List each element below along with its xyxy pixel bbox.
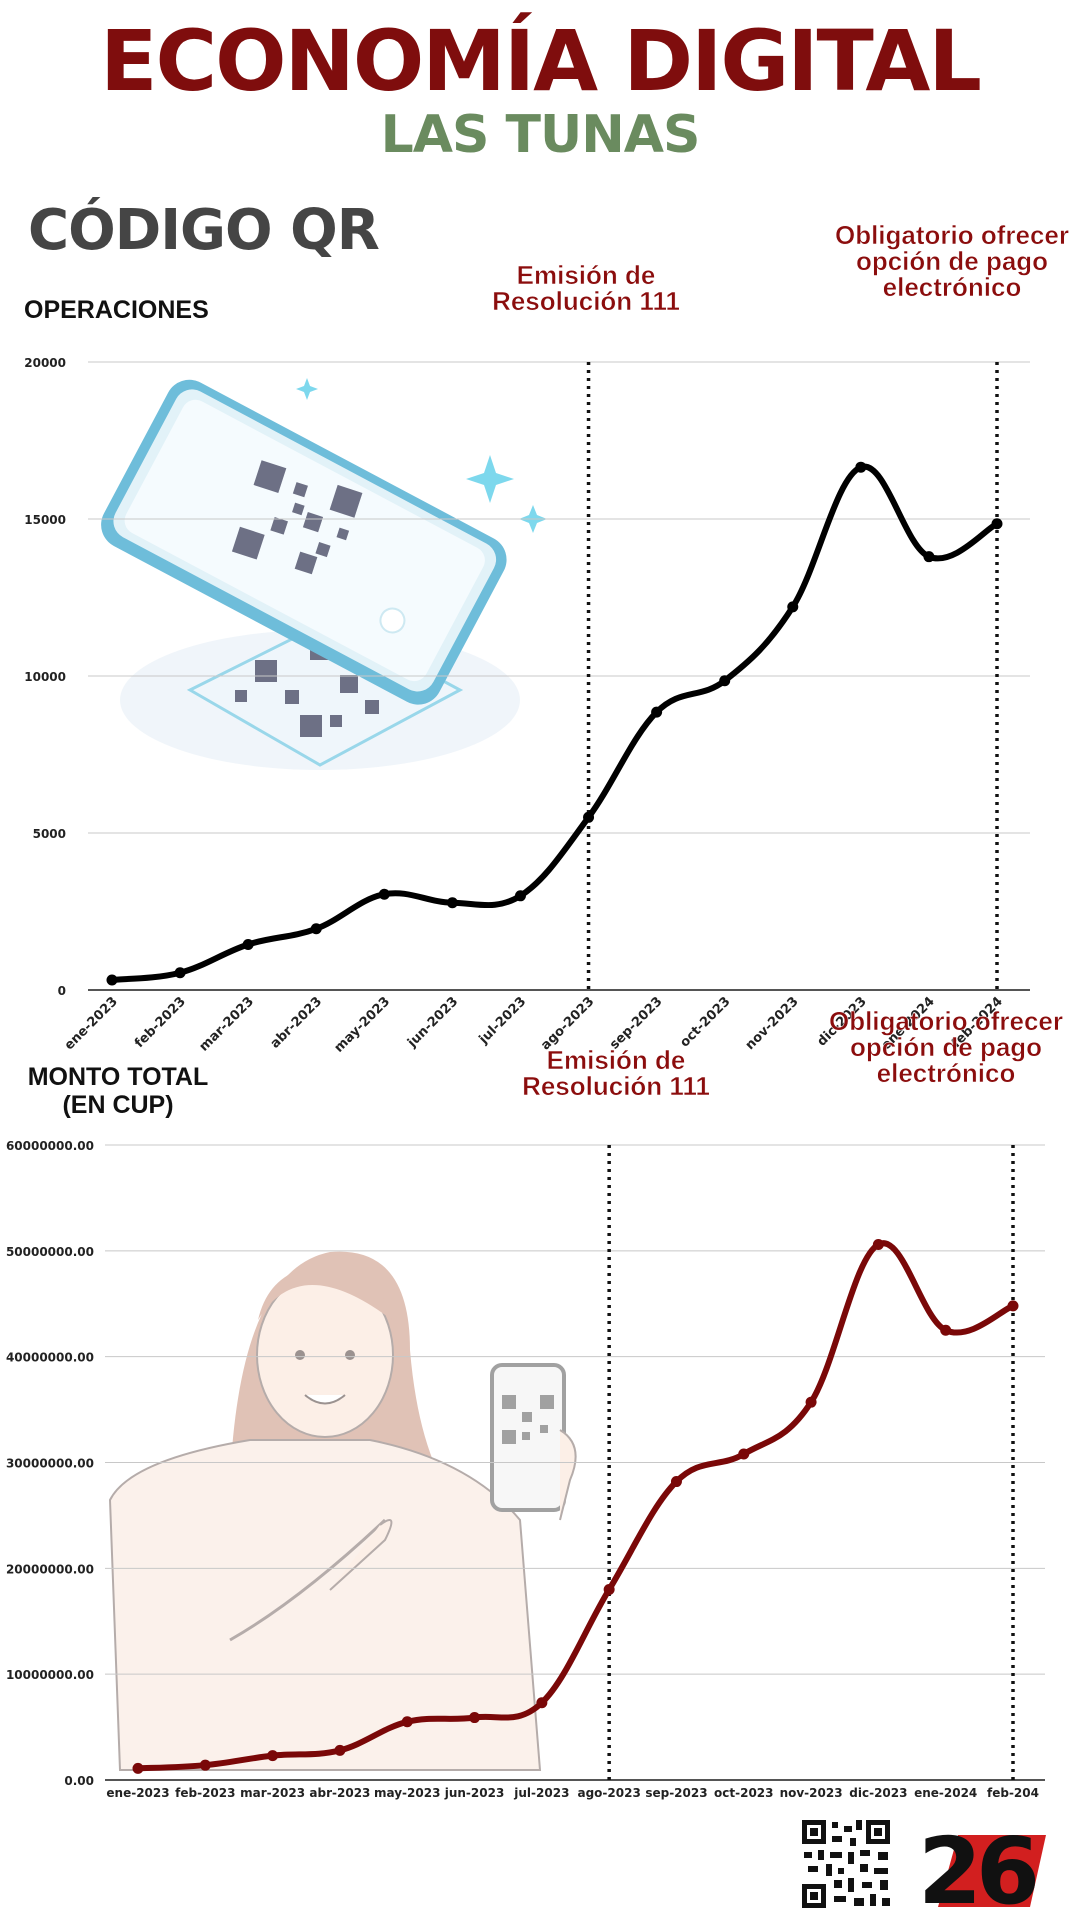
x-tick-label: oct-2023	[677, 994, 733, 1050]
annotation-label: Resolución 111	[522, 1071, 710, 1101]
annotation-label: Obligatorio ofrecer	[835, 220, 1069, 250]
logo-text: 26	[918, 1818, 1036, 1913]
x-tick-label: feb-2023	[175, 1786, 235, 1800]
data-point	[446, 897, 458, 909]
x-tick-label: sep-2023	[607, 994, 665, 1052]
chart-title: OPERACIONES	[24, 296, 209, 324]
data-point	[719, 675, 731, 687]
y-tick-label: 20000000.00	[6, 1562, 94, 1576]
qr-code-icon	[800, 1818, 892, 1910]
y-tick-label: 5000	[33, 827, 66, 841]
data-point	[670, 1476, 682, 1488]
section-title: CÓDIGO QR	[28, 198, 380, 263]
data-point	[242, 938, 254, 950]
x-tick-label: may-2023	[374, 1786, 440, 1800]
x-tick-label: may-2023	[332, 994, 394, 1056]
x-tick-label: dic-2023	[849, 1786, 907, 1800]
x-tick-label: abr-2023	[268, 994, 325, 1051]
data-point	[603, 1584, 615, 1595]
y-tick-label: 50000000.00	[6, 1245, 94, 1259]
x-tick-label: feb-2023	[132, 994, 189, 1051]
x-tick-label: feb-204	[987, 1786, 1039, 1800]
data-point	[940, 1324, 952, 1336]
chart-title: (EN CUP)	[62, 1091, 173, 1119]
data-point	[583, 811, 595, 823]
woman-phone-illustration	[108, 1251, 577, 1771]
annotation-label: electrónico	[883, 272, 1022, 302]
annotation-label: electrónico	[877, 1058, 1016, 1088]
data-point	[401, 1716, 413, 1728]
data-point	[1007, 1300, 1019, 1312]
y-tick-label: 40000000.00	[6, 1351, 94, 1365]
data-point	[872, 1238, 884, 1250]
annotation-label: Emisión de	[517, 260, 656, 290]
data-point	[310, 923, 322, 935]
x-tick-label: jun-2023	[404, 994, 461, 1051]
annotation-label: opción de pago	[850, 1032, 1042, 1062]
data-point	[132, 1762, 144, 1774]
x-tick-label: jun-2023	[444, 1786, 505, 1800]
x-tick-label: ene-2024	[914, 1786, 977, 1800]
data-point	[738, 1448, 750, 1460]
annotation-label: Obligatorio ofrecer	[829, 1006, 1063, 1036]
y-tick-label: 20000	[24, 356, 66, 370]
x-tick-label: mar-2023	[197, 994, 257, 1054]
data-point	[923, 551, 935, 563]
y-tick-label: 10000000.00	[6, 1668, 94, 1682]
data-point	[855, 461, 867, 473]
x-tick-label: nov-2023	[780, 1786, 843, 1800]
data-point	[267, 1750, 279, 1762]
x-tick-label: jul-2023	[513, 1786, 569, 1800]
x-tick-label: sep-2023	[645, 1786, 707, 1800]
data-point	[469, 1712, 481, 1724]
y-tick-label: 30000000.00	[6, 1457, 94, 1471]
x-tick-label: oct-2023	[714, 1786, 773, 1800]
annotation-label: Emisión de	[547, 1045, 686, 1075]
data-point	[334, 1744, 346, 1756]
x-tick-label: mar-2023	[240, 1786, 305, 1800]
data-point	[106, 974, 118, 986]
data-point	[378, 888, 390, 900]
x-tick-label: nov-2023	[743, 994, 802, 1053]
data-point	[787, 601, 799, 613]
chart-title: MONTO TOTAL	[28, 1063, 209, 1091]
annotation-label: Resolución 111	[492, 286, 680, 316]
data-point	[174, 967, 186, 979]
phone-qr-illustration	[101, 378, 547, 770]
x-tick-label: jul-2023	[476, 994, 530, 1048]
x-tick-label: ago-2023	[577, 1786, 640, 1800]
monto-total-chart: 0.00 10000000.00 20000000.00 30000000.00 400…	[6, 1006, 1063, 1800]
operaciones-chart: 0 5000 10000 15000 20000 ene-2023 feb-2023 mar-…	[24, 220, 1069, 1056]
data-point	[536, 1697, 548, 1709]
canal26-logo: 26	[918, 1818, 1046, 1913]
data-point	[805, 1396, 817, 1408]
y-tick-label: 0.00	[64, 1774, 94, 1788]
y-tick-label: 15000	[24, 513, 66, 527]
data-point	[991, 518, 1003, 530]
annotation-label: opción de pago	[856, 246, 1048, 276]
data-point	[199, 1759, 211, 1771]
data-point	[651, 706, 663, 718]
x-tick-label: abr-2023	[309, 1786, 370, 1800]
page-subtitle: LAS TUNAS	[380, 105, 701, 165]
x-tick-label: ene-2023	[62, 994, 121, 1053]
data-point	[514, 890, 526, 902]
x-tick-label: ene-2023	[106, 1786, 169, 1800]
y-tick-label: 60000000.00	[6, 1139, 94, 1153]
y-tick-label: 0	[58, 984, 66, 998]
y-tick-label: 10000	[24, 670, 66, 684]
page-title: ECONOMÍA DIGITAL	[100, 12, 982, 110]
